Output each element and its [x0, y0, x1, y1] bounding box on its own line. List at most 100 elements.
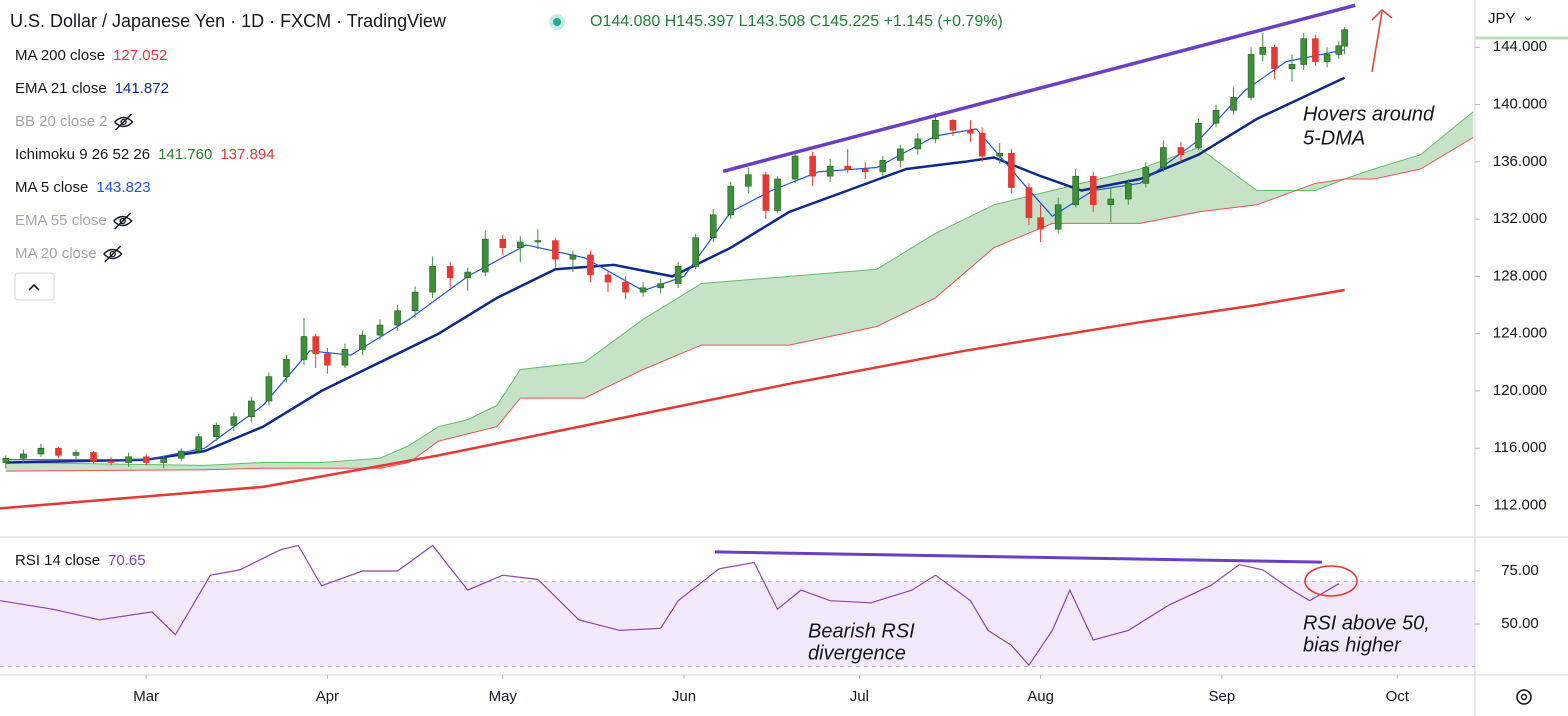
candle-body [481, 238, 489, 273]
candle-body [1072, 175, 1080, 206]
y-tick-label: 136.000 [1493, 153, 1547, 170]
candle-body [446, 266, 454, 279]
candle-body [674, 266, 682, 284]
candle-body [949, 119, 957, 131]
candle-body [1089, 175, 1097, 206]
y-tick-label: 75.00 [1501, 562, 1539, 579]
candle-body [1323, 54, 1331, 62]
legend-value: 143.823 [96, 179, 150, 196]
candle-body [517, 241, 524, 249]
candle-body [1177, 147, 1185, 155]
candle-body [341, 349, 349, 366]
ichimoku-span-a [5, 111, 1474, 466]
candle-body [1037, 217, 1044, 230]
hidden-eye-icon [113, 212, 133, 230]
candle-body [1288, 64, 1296, 70]
currency-button[interactable] [1480, 4, 1552, 34]
annotation: 5-DMA [1303, 127, 1365, 149]
candle-body [861, 168, 869, 173]
legend-label: MA 5 close [15, 179, 88, 196]
chevron [1524, 16, 1532, 21]
candle-body [464, 271, 471, 279]
candle-body [324, 353, 331, 366]
candle-body [826, 165, 834, 177]
candle-body [932, 119, 939, 140]
hidden-eye-pupil [120, 118, 127, 126]
candle-body [587, 254, 594, 276]
ohlc: O144.080 H145.397 L143.508 C145.225 +1.1… [590, 13, 1003, 30]
candle-body [914, 138, 922, 150]
legend-value: 127.052 [113, 47, 167, 64]
settings-icon[interactable] [1516, 689, 1532, 705]
status-dot [553, 18, 561, 26]
candle-body [359, 334, 366, 350]
x-tick-label: Sep [1209, 688, 1236, 705]
layer [0, 49, 1475, 668]
settings-icon-center [1520, 693, 1528, 701]
candle-body [1125, 182, 1132, 200]
candle-body [745, 174, 752, 187]
candle-body [125, 456, 132, 463]
candle-body [376, 324, 384, 336]
candle-body [1247, 54, 1255, 98]
indicator-line [5, 76, 1346, 464]
candle-body [312, 336, 319, 355]
candle-body [604, 274, 612, 283]
legend-value: 141.760 [158, 146, 212, 163]
candle-body [1025, 187, 1033, 218]
candle-body [20, 453, 27, 459]
candle-body [90, 452, 97, 462]
candle-body [283, 359, 290, 377]
caret-icon [28, 283, 40, 291]
candle-body [692, 237, 699, 267]
candle-body [762, 174, 770, 211]
legend-value: 70.65 [108, 552, 146, 569]
rsi-band [0, 581, 1475, 667]
x-tick-label: Oct [1386, 688, 1410, 705]
candle-body [429, 266, 436, 293]
arrow [1371, 11, 1383, 73]
currency-label[interactable]: JPY [1488, 10, 1516, 27]
candle-body [72, 452, 80, 456]
candle-body [37, 447, 45, 455]
candle-body [967, 130, 974, 134]
candle-body [844, 165, 852, 170]
legend-label-hidden: EMA 55 close [15, 212, 107, 229]
ichimoku-cloud [5, 111, 1474, 472]
y-tick-label: 50.00 [1501, 615, 1539, 632]
legend-label: MA 200 close [15, 47, 105, 64]
legend-label-hidden: MA 20 close [15, 245, 97, 262]
x-tick-label: Mar [133, 688, 159, 705]
candle-body [1230, 97, 1237, 111]
candle-body [1212, 109, 1220, 124]
x-tick-label: Jun [672, 688, 696, 705]
candle-body [107, 460, 115, 463]
candle-body [1312, 38, 1319, 62]
legend-label: EMA 21 close [15, 80, 107, 97]
candle-body [791, 155, 799, 180]
candle-body [1341, 29, 1348, 47]
candle-body [709, 214, 717, 239]
candle-body [1008, 152, 1015, 188]
arrow-head [1371, 8, 1393, 21]
y-tick-label: 128.000 [1493, 267, 1547, 284]
hidden-eye-pupil [119, 217, 126, 225]
highlight-ellipse [1304, 565, 1358, 597]
candle-body [2, 457, 10, 463]
candle-body [996, 152, 1004, 157]
candle-body [394, 310, 401, 326]
candle-body [300, 336, 308, 360]
x-tick-label: Aug [1027, 688, 1054, 705]
hidden-eye-pupil [109, 250, 116, 258]
candle-body [809, 155, 816, 177]
candle-body [1335, 45, 1343, 55]
candle-body [774, 178, 781, 211]
trendline [714, 550, 1322, 564]
candle-body [499, 238, 507, 249]
candle-body [1107, 198, 1115, 206]
y-tick-label: 116.000 [1493, 439, 1546, 456]
candle-body [177, 450, 185, 459]
